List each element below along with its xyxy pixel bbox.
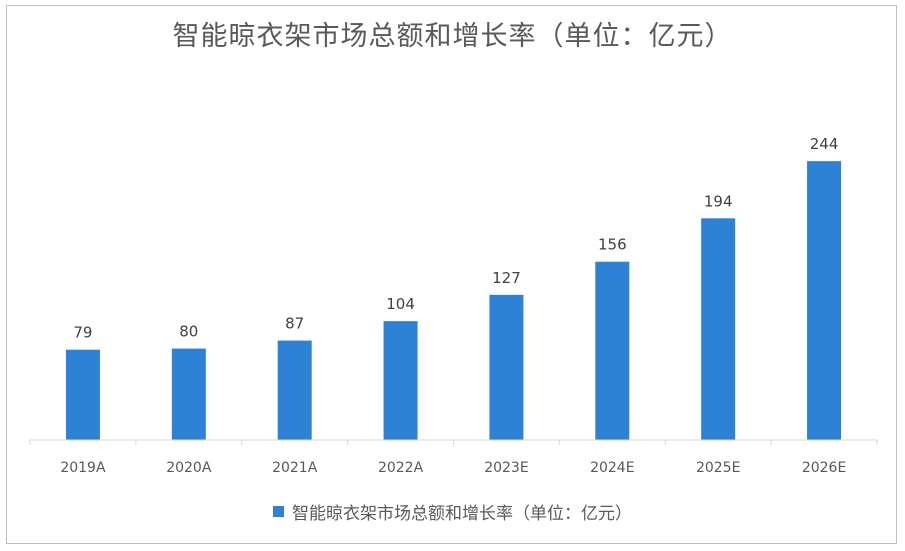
chart-frame: [6, 5, 897, 544]
bar-2024E: [595, 261, 630, 440]
x-tick-label-2022A: 2022A: [378, 460, 424, 476]
bar-2026E: [807, 161, 842, 440]
legend-label: 智能晾衣架市场总额和增长率（单位：亿元）: [292, 504, 632, 524]
bar-2022A: [383, 321, 418, 440]
bar-2020A: [171, 348, 206, 440]
bars-layer: [65, 161, 842, 440]
data-label-2019A: 79: [73, 324, 92, 342]
data-labels-layer: 79 80 87 104 127 156 194 244: [73, 135, 838, 342]
data-label-2024E: 156: [598, 236, 627, 254]
data-label-2022A: 104: [386, 295, 415, 313]
x-tick-label-2023E: 2023E: [484, 460, 528, 476]
bar-2021A: [277, 340, 312, 440]
x-tick-label-2021A: 2021A: [272, 460, 318, 476]
data-label-2020A: 80: [179, 323, 198, 341]
x-tick-label-2020A: 2020A: [166, 460, 212, 476]
legend-swatch: [273, 506, 284, 517]
data-label-2023E: 127: [492, 269, 521, 287]
x-tick-label-2026E: 2026E: [802, 460, 846, 476]
data-label-2026E: 244: [810, 135, 839, 153]
x-tick-label-2024E: 2024E: [590, 460, 634, 476]
data-label-2025E: 194: [704, 192, 733, 210]
bar-2023E: [489, 294, 524, 440]
data-label-2021A: 87: [285, 315, 304, 333]
chart-title: 智能晾衣架市场总额和增长率（单位：亿元）: [172, 21, 733, 52]
bar-2025E: [701, 218, 736, 440]
x-axis-ticks: 2019A 2020A 2021A 2022A 2023E 2024E 2025E 2026E: [29, 440, 878, 476]
x-tick-label-2025E: 2025E: [696, 460, 740, 476]
x-tick-label-2019A: 2019A: [60, 460, 106, 476]
legend: 智能晾衣架市场总额和增长率（单位：亿元）: [0, 499, 905, 524]
bar-2019A: [65, 349, 100, 440]
